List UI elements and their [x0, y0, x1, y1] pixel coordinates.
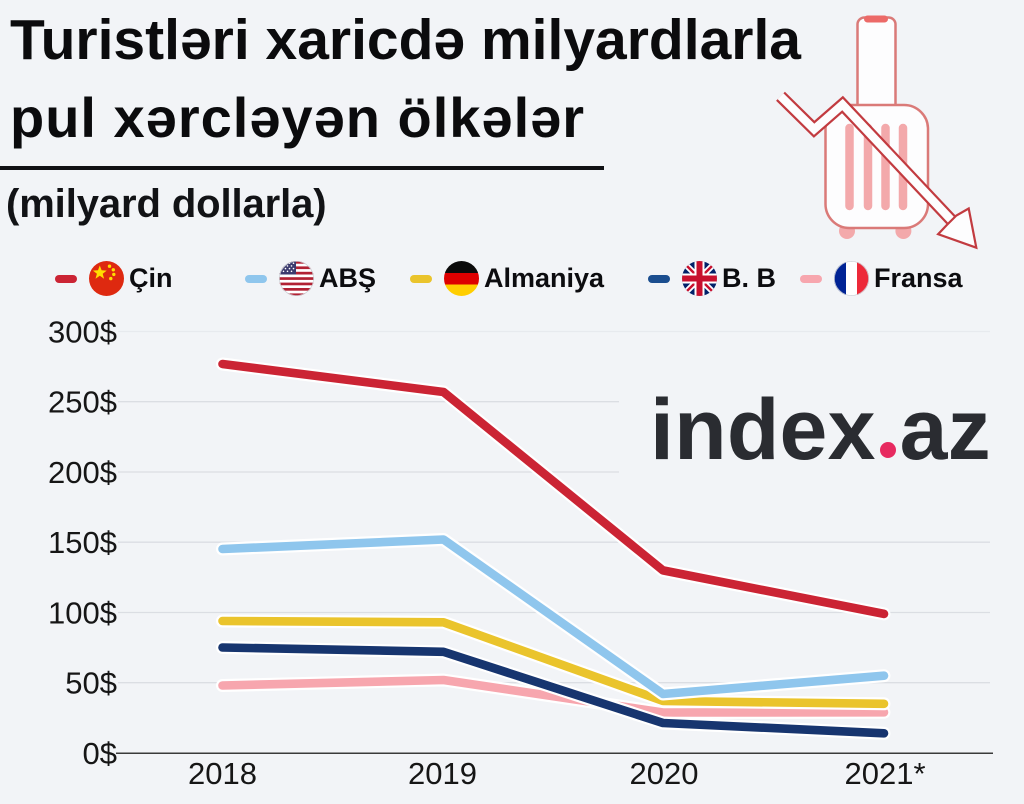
svg-text:300$: 300$ [48, 315, 117, 350]
svg-text:2021*: 2021* [844, 756, 925, 791]
svg-text:2020: 2020 [630, 756, 699, 791]
svg-text:2018: 2018 [188, 756, 257, 791]
svg-text:200$: 200$ [48, 455, 117, 490]
svg-text:0$: 0$ [83, 736, 117, 771]
svg-text:2019: 2019 [408, 756, 477, 791]
svg-text:150$: 150$ [48, 525, 117, 560]
svg-text:250$: 250$ [48, 385, 117, 420]
svg-text:100$: 100$ [48, 596, 117, 631]
svg-text:50$: 50$ [65, 666, 117, 701]
